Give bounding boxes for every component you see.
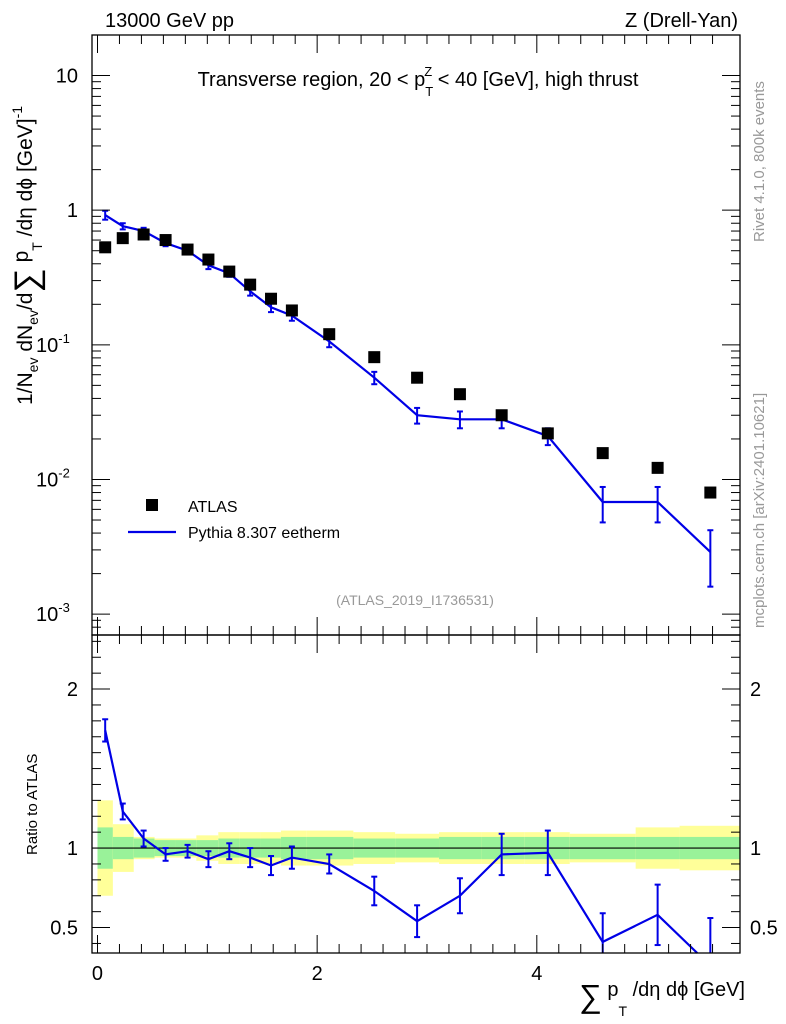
main-title: Transverse region, 20 < pTZ < 40 [GeV], …	[198, 64, 639, 99]
main-ytick-exp: -3	[58, 600, 70, 615]
main-ytick-base: 10	[36, 604, 58, 626]
x-tick-label: 2	[312, 963, 323, 985]
header-left: 13000 GeV pp	[105, 10, 234, 32]
main-ytick-base: 1	[67, 200, 78, 222]
main-title-part-1: Transverse region, 20 < p	[198, 69, 426, 91]
main-title-sub: T	[425, 84, 433, 99]
x-tick-label: 4	[531, 963, 542, 985]
atlas-point	[244, 278, 257, 291]
main-ytick-label: 1	[67, 200, 78, 222]
main-ylabel-p3: /d	[14, 293, 37, 311]
atlas-point	[181, 243, 194, 256]
main-ylabel-sup: -1	[9, 106, 25, 119]
main-ytick-base: 10	[36, 335, 58, 357]
rivet-label: Rivet 4.1.0, 800k events	[751, 81, 768, 242]
ratio-ytick-label-right: 0.5	[750, 918, 778, 940]
main-ylabel-p4: p	[10, 251, 33, 269]
mcplots-label: mcplots.cern.ch [arXiv:2401.10621]	[751, 393, 768, 628]
ratio-ytick-label-left: 1	[67, 838, 78, 860]
main-ytick-exp: -2	[58, 465, 70, 480]
main-ylabel: 1/Nev dNev/d∑ pT /dη dϕ [GeV]-1	[8, 106, 46, 405]
atlas-point	[223, 265, 236, 278]
main-title-sup: Z	[424, 64, 432, 79]
atlas-point	[368, 351, 381, 364]
xlabel-sum: ∑	[579, 978, 602, 1014]
main-ylabel-s2: ev	[25, 310, 41, 325]
atlas-point	[265, 292, 278, 305]
atlas-point	[596, 447, 609, 460]
atlas-point	[137, 228, 150, 241]
ratio-ytick-label-left: 2	[67, 679, 78, 701]
legend-mc-label: Pythia 8.307 eetherm	[188, 525, 340, 542]
atlas-point	[202, 253, 215, 266]
main-ytick-label: 10-2	[36, 465, 70, 491]
main-title-part-2: < 40 [GeV], high thrust	[432, 69, 639, 91]
main-ytick-base: 10	[36, 469, 58, 491]
atlas-point	[159, 234, 172, 247]
legend-atlas-label: ATLAS	[188, 499, 238, 516]
atlas-point	[285, 304, 298, 317]
main-ylabel-p5: /dη dϕ [GeV]	[14, 118, 37, 242]
main-ytick-label: 10-3	[36, 600, 70, 626]
legend-atlas-marker	[146, 499, 158, 511]
xlabel-p2: /dη dϕ [GeV]	[627, 979, 745, 1001]
x-tick-label: 0	[92, 963, 103, 985]
main-ylabel-s1: ev	[25, 358, 41, 373]
header-right: Z (Drell-Yan)	[625, 10, 738, 32]
atlas-point	[411, 371, 424, 384]
legend: ATLAS Pythia 8.307 eetherm	[128, 499, 340, 542]
x-axis-label: ∑ pT /dη dϕ [GeV]	[579, 978, 745, 1019]
ratio-panel: 0.5 0.5 1 1 2 2 0 2 4 Ratio to ATLAS ∑ pT /dη dϕ…	[24, 634, 778, 1019]
atlas-point	[99, 241, 112, 254]
atlas-point	[541, 427, 554, 440]
xlabel-p1: p	[602, 979, 619, 1001]
main-ytick-label: 10	[56, 66, 78, 88]
ratio-ytick-label-right: 2	[750, 679, 761, 701]
main-ylabel-sum: ∑	[8, 268, 46, 292]
atlas-point	[116, 232, 129, 245]
atlas-point	[323, 328, 336, 341]
ratio-frame	[91, 634, 741, 954]
ratio-ytick-label-left: 0.5	[50, 918, 78, 940]
ratio-ytick-label-right: 1	[750, 838, 761, 860]
analysis-watermark: (ATLAS_2019_I1736531)	[336, 592, 494, 608]
atlas-point	[453, 388, 466, 401]
main-ytick-label: 10-1	[36, 331, 70, 357]
main-ylabel-p2: dN	[14, 325, 37, 358]
atlas-point	[704, 486, 717, 499]
main-ytick-exp: -1	[58, 331, 70, 346]
main-frame	[91, 34, 741, 636]
main-ytick-base: 10	[56, 66, 78, 88]
atlas-point	[495, 409, 508, 422]
main-ylabel-p1: 1/N	[14, 372, 37, 405]
ratio-ylabel: Ratio to ATLAS	[24, 754, 41, 855]
atlas-point	[651, 461, 664, 474]
xlabel-sub: T	[619, 1003, 628, 1019]
main-ylabel-s3: T	[29, 242, 45, 251]
